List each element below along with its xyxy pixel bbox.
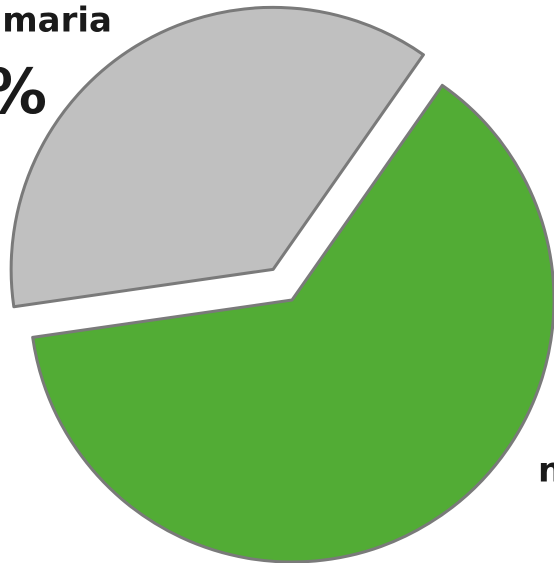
pie-slice (31, 83, 554, 563)
pie-slice (9, 5, 425, 309)
slice-label: n (538, 451, 554, 491)
slice-label: maria (2, 1, 112, 41)
slice-value-label: % (0, 55, 47, 128)
